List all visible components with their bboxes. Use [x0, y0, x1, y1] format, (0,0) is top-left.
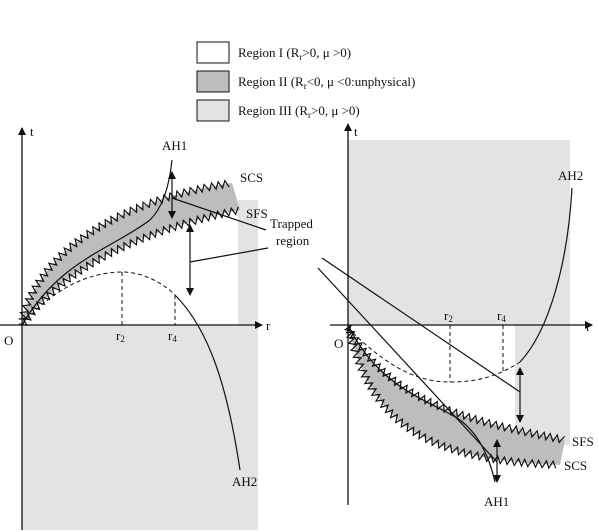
right-panel: t r O AH2 AH1 SFS SCS r2 r4: [317, 123, 594, 509]
legend-label: Region III (Rr>0, μ >0): [238, 103, 360, 120]
ah2-dashed: [347, 327, 521, 383]
tick-label: r2: [116, 328, 125, 344]
pointer: [321, 257, 521, 393]
curve-label: AH2: [558, 168, 583, 183]
axis-label: t: [30, 124, 34, 139]
pointer: [317, 267, 498, 463]
scs-boundary: [343, 324, 557, 470]
annotation: region: [276, 233, 310, 248]
ah1-curve: [21, 159, 173, 326]
curve-label: AH1: [484, 494, 509, 509]
legend-label: Region II (Rr<0, μ <0:unphysical): [238, 74, 415, 91]
axis-label: r: [266, 318, 271, 333]
ah2-curve: [174, 294, 241, 471]
axis-label: t: [354, 124, 358, 139]
tick-label: r4: [168, 328, 177, 344]
legend-swatch: [196, 70, 230, 93]
scs-boundary: [18, 179, 230, 320]
legend-swatch: [196, 41, 230, 64]
annotation: Trapped: [270, 216, 313, 231]
ah2-dashed: [21, 271, 176, 326]
legend: Region I (Rr>0, μ >0) Region II (Rr<0, μ…: [196, 41, 415, 122]
curve-label: SCS: [564, 458, 587, 473]
ah2-curve: [519, 187, 573, 363]
axis-label: r: [586, 319, 591, 334]
region-ii: [22, 183, 240, 326]
origin: O: [334, 336, 343, 351]
curve-label: AH1: [162, 138, 187, 153]
curve-label: SFS: [246, 206, 268, 221]
legend-swatch: [196, 99, 230, 122]
tick-label: r4: [497, 308, 506, 324]
region-iii: [515, 325, 570, 445]
region-iii: [238, 200, 258, 325]
left-panel: t r O AH1 AH2 SCS SFS r2 r4 Trapped regi…: [0, 124, 313, 530]
tick-label: r2: [444, 308, 453, 324]
curve-label: SFS: [572, 434, 594, 449]
region-iii: [22, 325, 258, 530]
region-iii: [348, 140, 570, 325]
curve-label: AH2: [232, 474, 257, 489]
pointer: [189, 247, 269, 263]
sfs-boundary: [345, 325, 566, 444]
origin: O: [4, 333, 13, 348]
sfs-boundary: [19, 206, 239, 326]
legend-label: Region I (Rr>0, μ >0): [238, 45, 351, 62]
curve-label: SCS: [240, 170, 263, 185]
